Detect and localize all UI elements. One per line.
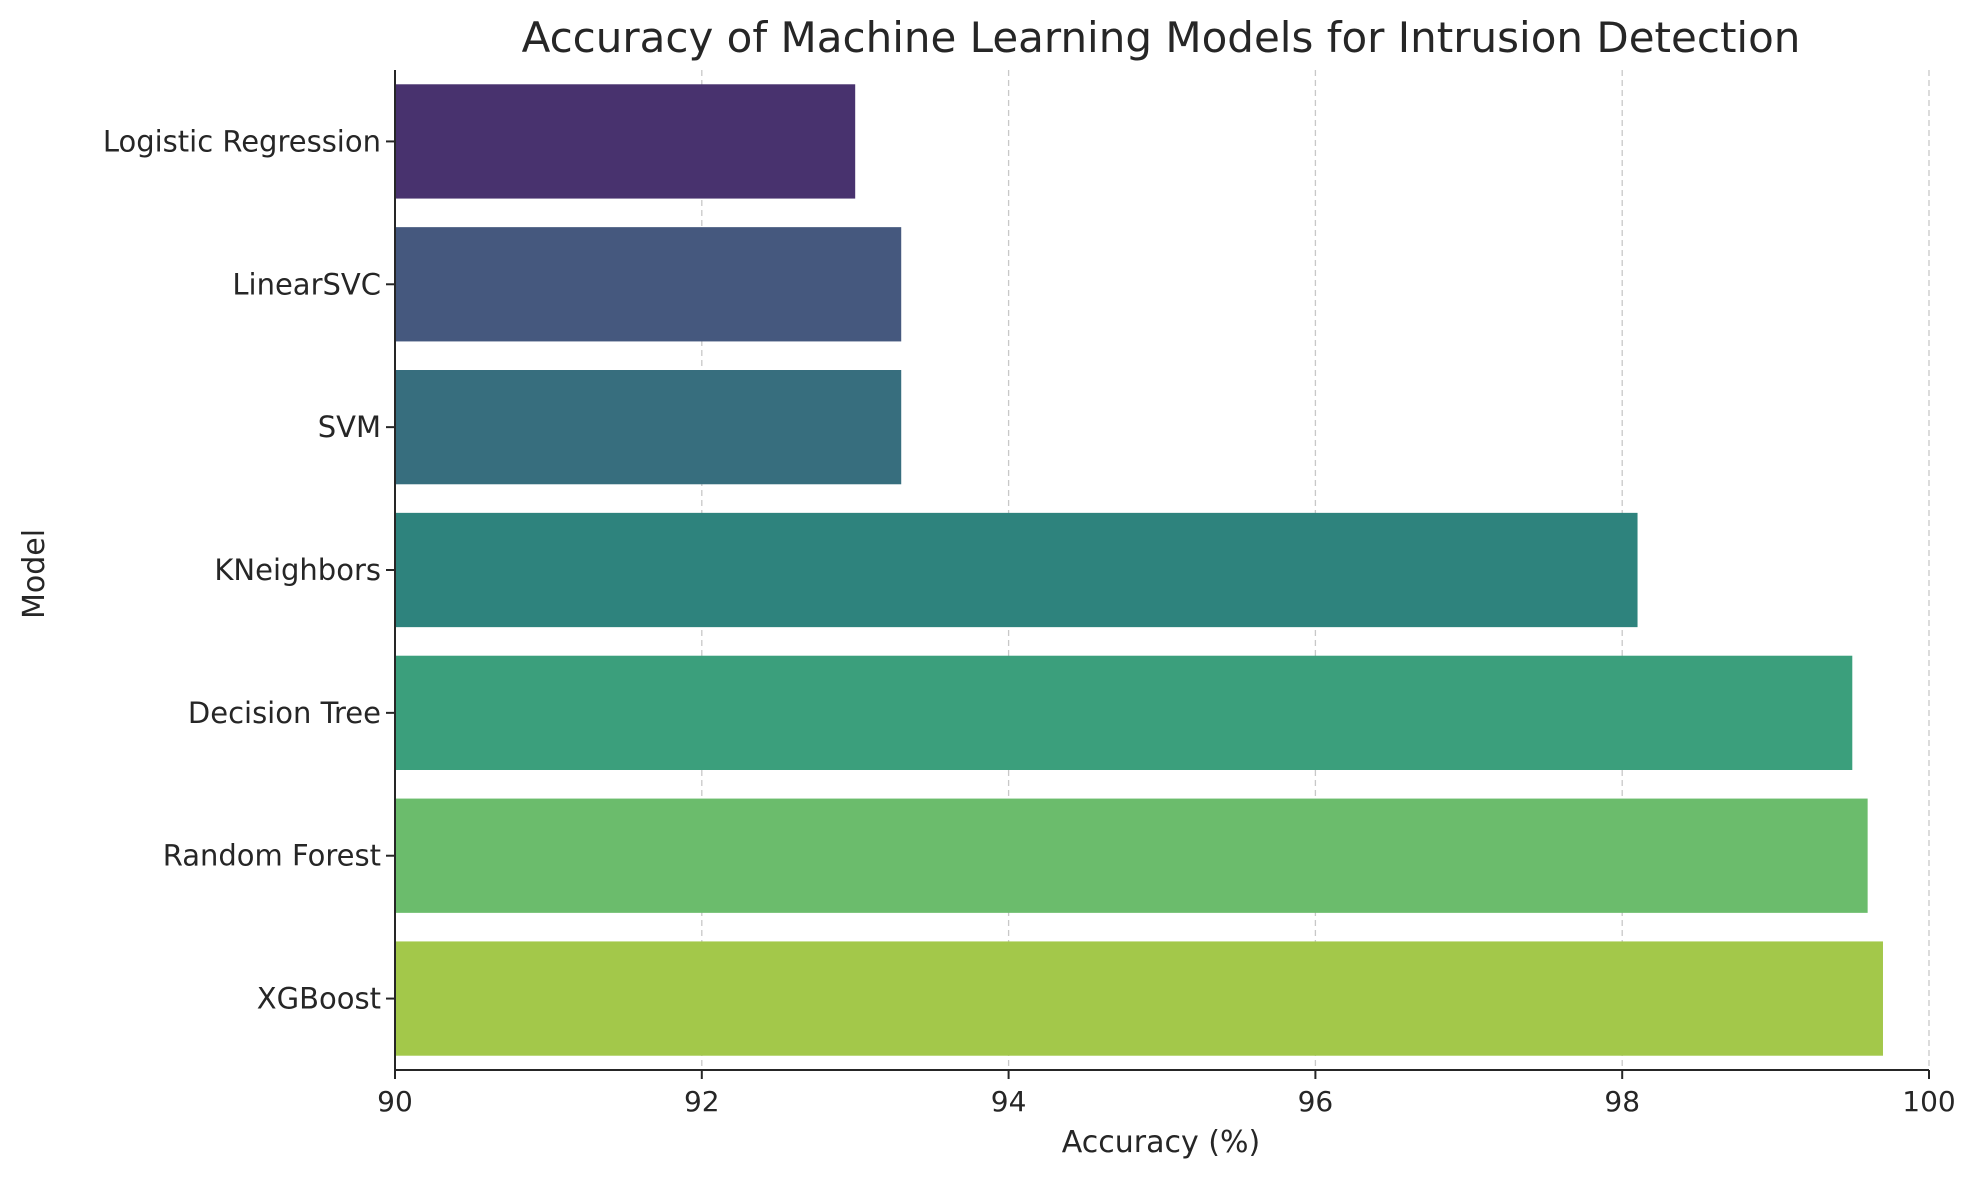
- y-axis-label: Model: [17, 529, 52, 619]
- y-tick-label: Decision Tree: [188, 696, 381, 730]
- bar: [395, 84, 856, 199]
- x-tick-label: 92: [684, 1085, 720, 1118]
- x-tick-label: 90: [377, 1085, 413, 1118]
- y-tick-label: KNeighbors: [214, 553, 381, 587]
- x-axis-label: Accuracy (%): [1062, 1125, 1260, 1160]
- y-tick-label: LinearSVC: [232, 267, 381, 301]
- x-tick-label: 94: [991, 1085, 1027, 1118]
- y-tick-labels: Logistic Regression LinearSVC SVM KNeighbor…: [103, 124, 395, 1016]
- x-tick-labels: 90 92 94 96 98 100: [377, 1070, 1956, 1118]
- x-tick-label: 100: [1902, 1085, 1955, 1118]
- bar: [395, 512, 1638, 628]
- y-tick-label: XGBoost: [257, 982, 381, 1016]
- x-tick-label: 98: [1604, 1085, 1640, 1118]
- y-tick-label: SVM: [318, 410, 381, 444]
- bar: [395, 798, 1868, 913]
- bars: [395, 84, 1883, 1056]
- bar: [395, 655, 1853, 770]
- bar: [395, 227, 902, 342]
- chart-title: Accuracy of Machine Learning Models for …: [522, 13, 1801, 62]
- bar: [395, 941, 1883, 1056]
- y-tick-label: Logistic Regression: [103, 124, 381, 158]
- y-tick-label: Random Forest: [163, 839, 381, 873]
- x-tick-label: 96: [1298, 1085, 1334, 1118]
- bar: [395, 370, 902, 485]
